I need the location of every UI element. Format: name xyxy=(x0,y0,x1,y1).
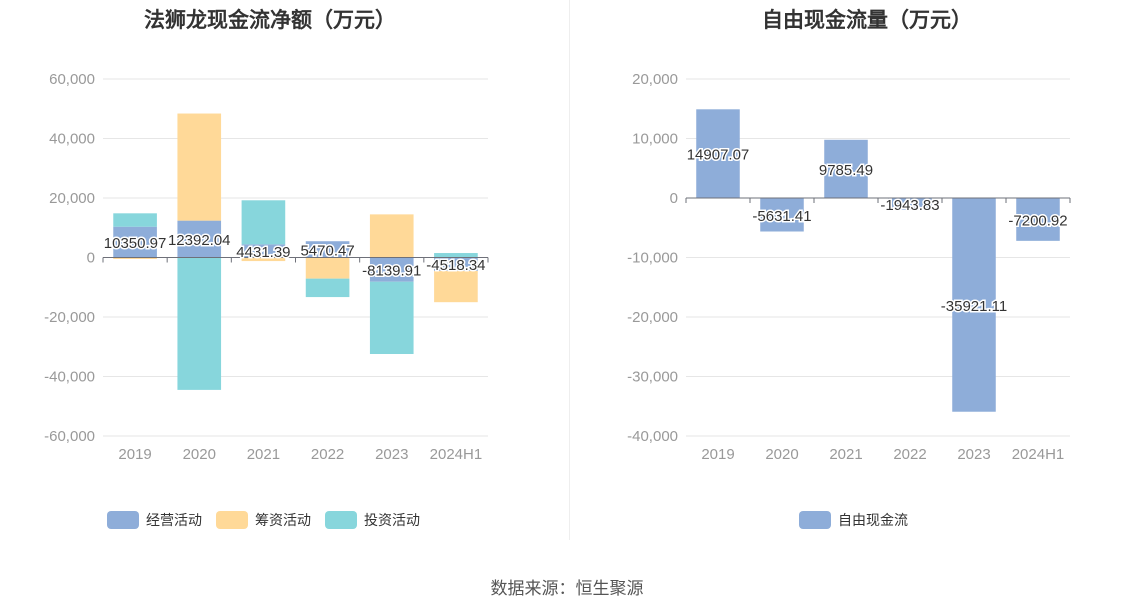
data-label: -5631.41 xyxy=(752,208,811,225)
bar-freecashflow[interactable] xyxy=(760,198,804,232)
y-tick-label: -30,000 xyxy=(627,369,678,386)
data-label: 10350.97 xyxy=(104,235,167,252)
y-tick-label: 0 xyxy=(87,250,95,267)
bar-operating[interactable] xyxy=(305,241,350,258)
bar-financing[interactable] xyxy=(434,270,478,303)
bar-financing[interactable] xyxy=(369,214,414,258)
data-label: 5470.47 xyxy=(300,242,354,259)
y-tick-label: -40,000 xyxy=(627,428,678,445)
x-tick-label: 2021 xyxy=(829,446,862,463)
bar-investing[interactable] xyxy=(177,257,222,390)
x-tick-label: 2020 xyxy=(765,446,798,463)
x-tick-label: 2019 xyxy=(701,446,734,463)
x-tick-label: 2024H1 xyxy=(1012,446,1065,463)
y-tick-label: 0 xyxy=(670,190,678,207)
bar-investing[interactable] xyxy=(434,253,478,258)
legend-swatch-operating xyxy=(107,511,139,529)
y-tick-label: -60,000 xyxy=(44,428,95,445)
y-tick-label: -40,000 xyxy=(44,369,95,386)
x-tick-label: 2020 xyxy=(183,446,216,463)
bar-financing[interactable] xyxy=(177,113,222,221)
bar-financing[interactable] xyxy=(305,257,350,279)
legend-item-operating[interactable]: 经营活动 xyxy=(107,510,202,530)
bar-investing[interactable] xyxy=(241,200,286,245)
bar-investing[interactable] xyxy=(305,278,350,298)
legend-item-investing[interactable]: 投资活动 xyxy=(325,510,420,530)
x-tick-label: 2022 xyxy=(311,446,344,463)
data-label: 9785.49 xyxy=(819,162,873,179)
x-tick-label: 2021 xyxy=(247,446,280,463)
x-tick-label: 2019 xyxy=(118,446,151,463)
data-label: -4518.34 xyxy=(426,257,485,274)
bar-freecashflow[interactable] xyxy=(824,139,868,198)
data-label: -1943.83 xyxy=(880,197,939,214)
left-chart-legend: 经营活动 筹资活动 投资活动 xyxy=(107,510,434,530)
x-tick-label: 2022 xyxy=(893,446,926,463)
y-tick-label: 40,000 xyxy=(49,131,95,148)
bar-investing[interactable] xyxy=(369,281,414,355)
bar-operating[interactable] xyxy=(241,244,286,258)
left-chart: 60,000 40,000 20,000 0 -20,000 -40,000 -60,000… xyxy=(44,71,489,463)
data-label: 4431.39 xyxy=(236,244,290,261)
legend-label-operating: 经营活动 xyxy=(146,512,202,528)
bar-financing[interactable] xyxy=(113,257,157,259)
bar-operating[interactable] xyxy=(113,226,157,258)
bar-freecashflow[interactable] xyxy=(696,109,740,198)
y-tick-label: -10,000 xyxy=(627,250,678,267)
y-tick-label: -20,000 xyxy=(44,309,95,326)
data-label: 12392.04 xyxy=(168,232,231,249)
legend-item-financing[interactable]: 筹资活动 xyxy=(216,510,311,530)
left-chart-title: 法狮龙现金流净额（万元） xyxy=(144,9,396,32)
x-tick-label: 2023 xyxy=(957,446,990,463)
legend-item-freecashflow[interactable]: 自由现金流 xyxy=(799,510,908,530)
data-label: -8139.91 xyxy=(362,263,421,280)
x-tick-label: 2023 xyxy=(375,446,408,463)
data-label: -35921.11 xyxy=(941,298,1007,315)
bar-operating[interactable] xyxy=(434,257,478,271)
bar-investing[interactable] xyxy=(113,213,157,227)
data-source-note: 数据来源：恒生聚源 xyxy=(490,579,644,598)
bar-financing[interactable] xyxy=(241,257,286,262)
legend-swatch-freecashflow xyxy=(799,511,831,529)
right-chart-title: 自由现金流量（万元） xyxy=(762,9,972,32)
legend-label-financing: 筹资活动 xyxy=(255,512,311,528)
legend-label-investing: 投资活动 xyxy=(364,512,420,528)
legend-swatch-financing xyxy=(216,511,248,529)
y-tick-label: 10,000 xyxy=(632,131,678,148)
y-tick-label: -20,000 xyxy=(627,309,678,326)
bar-freecashflow[interactable] xyxy=(888,198,932,210)
legend-label-freecashflow: 自由现金流 xyxy=(838,512,908,528)
bar-freecashflow[interactable] xyxy=(952,198,996,412)
bar-freecashflow[interactable] xyxy=(1016,198,1060,241)
y-tick-label: 20,000 xyxy=(632,71,678,88)
data-label: 14907.07 xyxy=(687,147,750,164)
chart-divider xyxy=(569,0,570,540)
y-tick-label: 60,000 xyxy=(49,71,95,88)
bar-operating[interactable] xyxy=(177,220,222,258)
legend-swatch-investing xyxy=(325,511,357,529)
y-tick-label: 20,000 xyxy=(49,190,95,207)
x-tick-label: 2024H1 xyxy=(430,446,483,463)
right-chart: 20,000 10,000 0 -10,000 -20,000 -30,000 -40,00… xyxy=(627,71,1071,463)
right-chart-legend: 自由现金流 xyxy=(799,510,922,530)
data-label: -7200.92 xyxy=(1008,212,1067,229)
bar-operating[interactable] xyxy=(369,257,414,282)
